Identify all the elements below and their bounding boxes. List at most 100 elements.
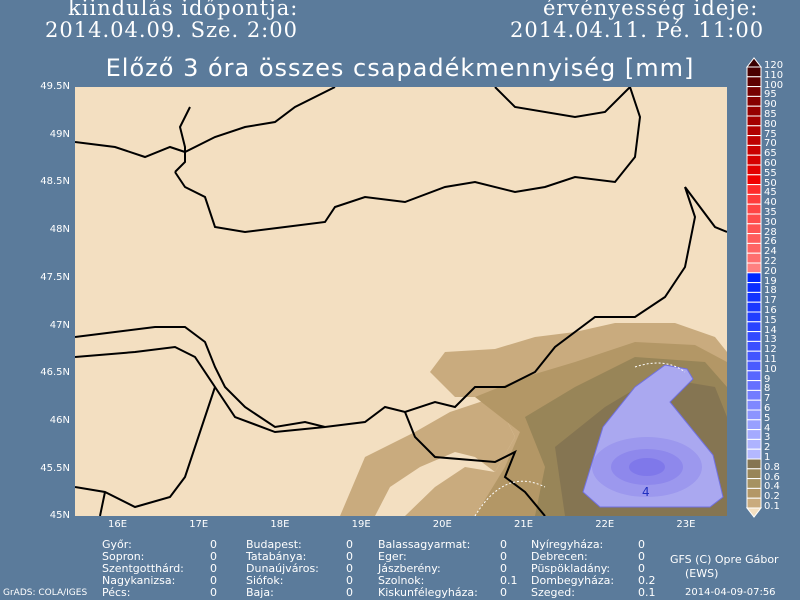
station-value: 0 xyxy=(346,586,353,599)
colorbar-box xyxy=(746,193,762,205)
station-value: 0 xyxy=(210,574,217,587)
country-borders xyxy=(75,87,727,516)
colorbar-label: 19 xyxy=(764,275,777,287)
colorbar-box xyxy=(746,409,762,421)
credit-ews: (EWS) xyxy=(685,567,719,580)
lon-tick: 19E xyxy=(351,519,371,530)
colorbar-label: 18 xyxy=(764,285,777,297)
colorbar-label: 20 xyxy=(764,265,777,277)
colorbar-box xyxy=(746,448,762,460)
lat-tick: 45.5N xyxy=(40,462,70,474)
colorbar-label: 6 xyxy=(764,403,771,414)
station-value: 0 xyxy=(638,550,645,563)
colorbar-box xyxy=(746,76,762,88)
colorbar-label: 0.8 xyxy=(764,461,780,473)
station-name: Szentgotthárd: xyxy=(102,562,184,575)
station-value: 0 xyxy=(500,586,507,599)
colorbar-label: 12 xyxy=(764,344,777,356)
colorbar-box xyxy=(746,301,762,313)
lon-tick: 20E xyxy=(432,519,452,530)
colorbar-label: 28 xyxy=(764,226,777,238)
lat-tick: 48N xyxy=(49,224,70,236)
colorbar-label: 17 xyxy=(764,295,777,307)
colorbar-box xyxy=(746,478,762,489)
colorbar-box xyxy=(746,105,762,117)
colorbar-label: 35 xyxy=(764,207,777,218)
colorbar-label: 0.4 xyxy=(764,481,780,493)
colorbar-box xyxy=(746,350,762,362)
station-value: 0 xyxy=(346,538,353,551)
colorbar-label: 7 xyxy=(764,393,771,405)
station-name: Püspökladány: xyxy=(531,562,611,575)
colorbar-box xyxy=(746,370,762,382)
station-name: Tatabánya: xyxy=(246,550,307,563)
colorbar-box xyxy=(746,223,762,235)
colorbar-box xyxy=(746,360,762,372)
colorbar-box xyxy=(746,115,762,127)
colorbar-label: 8 xyxy=(764,383,771,395)
colorbar-label: 16 xyxy=(764,305,777,316)
station-name: Budapest: xyxy=(246,538,302,551)
colorbar-box xyxy=(746,272,762,284)
station-value: 0 xyxy=(346,562,353,575)
init-value: 2014.04.09. Sze. 2:00 xyxy=(45,18,298,42)
colorbar-label: 0.6 xyxy=(764,471,780,483)
lon-tick: 23E xyxy=(676,519,696,530)
colorbar-label: 100 xyxy=(764,79,784,91)
colorbar-label: 110 xyxy=(764,69,784,81)
station-value: 0 xyxy=(500,562,507,575)
colorbar-box xyxy=(746,213,762,225)
lat-tick: 49N xyxy=(49,128,70,140)
station-name: Debrecen: xyxy=(531,550,588,563)
map-title: Előző 3 óra összes csapadékmennyiség [mm… xyxy=(105,54,695,82)
colorbar-box xyxy=(746,331,762,342)
colorbar-label: 4 xyxy=(764,422,771,434)
contour-lines xyxy=(474,362,686,516)
colorbar-box xyxy=(746,252,762,264)
station-name: Nagykanizsa: xyxy=(102,574,176,587)
lat-tick: 45N xyxy=(49,510,70,522)
lat-tick: 48.5N xyxy=(40,176,70,188)
colorbar-box xyxy=(746,262,762,274)
colorbar-label: 10 xyxy=(764,363,777,375)
station-name: Nyíregyháza: xyxy=(531,538,604,551)
colorbar-label: 40 xyxy=(764,197,777,209)
lon-tick: 21E xyxy=(514,519,534,530)
lat-tick: 47.5N xyxy=(40,271,70,283)
colorbar-box xyxy=(746,340,762,352)
colorbar-label: 75 xyxy=(764,128,777,140)
station-name: Szeged: xyxy=(531,586,575,599)
colorbar-label: 24 xyxy=(764,246,777,258)
colorbar-bar xyxy=(745,57,763,518)
colorbar-box xyxy=(746,125,762,137)
station-value: 0.2 xyxy=(638,574,656,587)
colorbar-box xyxy=(746,487,762,499)
colorbar-box xyxy=(746,399,762,411)
colorbar-label: 70 xyxy=(764,138,777,150)
colorbar-box xyxy=(746,66,762,78)
valid-value: 2014.04.11. Pé. 11:00 xyxy=(510,18,765,42)
colorbar-label: 60 xyxy=(764,158,777,169)
lon-tick: 22E xyxy=(595,519,615,530)
station-name: Pécs: xyxy=(102,586,131,599)
colorbar-box xyxy=(746,135,762,146)
max-label: 4 xyxy=(642,485,650,499)
precip-map: 4 xyxy=(75,87,727,516)
created-date: 2014-04-09-07:56 xyxy=(685,587,776,598)
station-name: Eger: xyxy=(378,550,407,563)
colorbar-box xyxy=(746,311,762,323)
station-name: Jászberény: xyxy=(378,562,441,575)
colorbar-label: 0.2 xyxy=(764,491,780,503)
colorbar-box xyxy=(746,438,762,450)
station-name: Baja: xyxy=(246,586,274,599)
station-value: 0 xyxy=(500,538,507,551)
station-name: Siófok: xyxy=(246,574,284,587)
station-name: Győr: xyxy=(102,538,132,551)
colorbar-label: 2 xyxy=(764,442,771,454)
colorbar-label: 22 xyxy=(764,256,777,267)
station-value: 0 xyxy=(346,574,353,587)
colorbar-box xyxy=(746,419,762,431)
credit: GFS (C) Opre Gábor xyxy=(670,553,779,566)
valid-label: érvényesség ideje: xyxy=(543,0,759,20)
colorbar-label: 50 xyxy=(764,177,777,189)
